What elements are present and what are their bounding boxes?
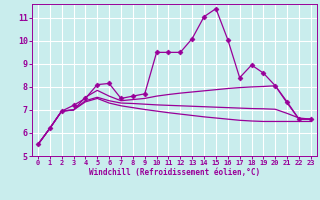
X-axis label: Windchill (Refroidissement éolien,°C): Windchill (Refroidissement éolien,°C)	[89, 168, 260, 177]
